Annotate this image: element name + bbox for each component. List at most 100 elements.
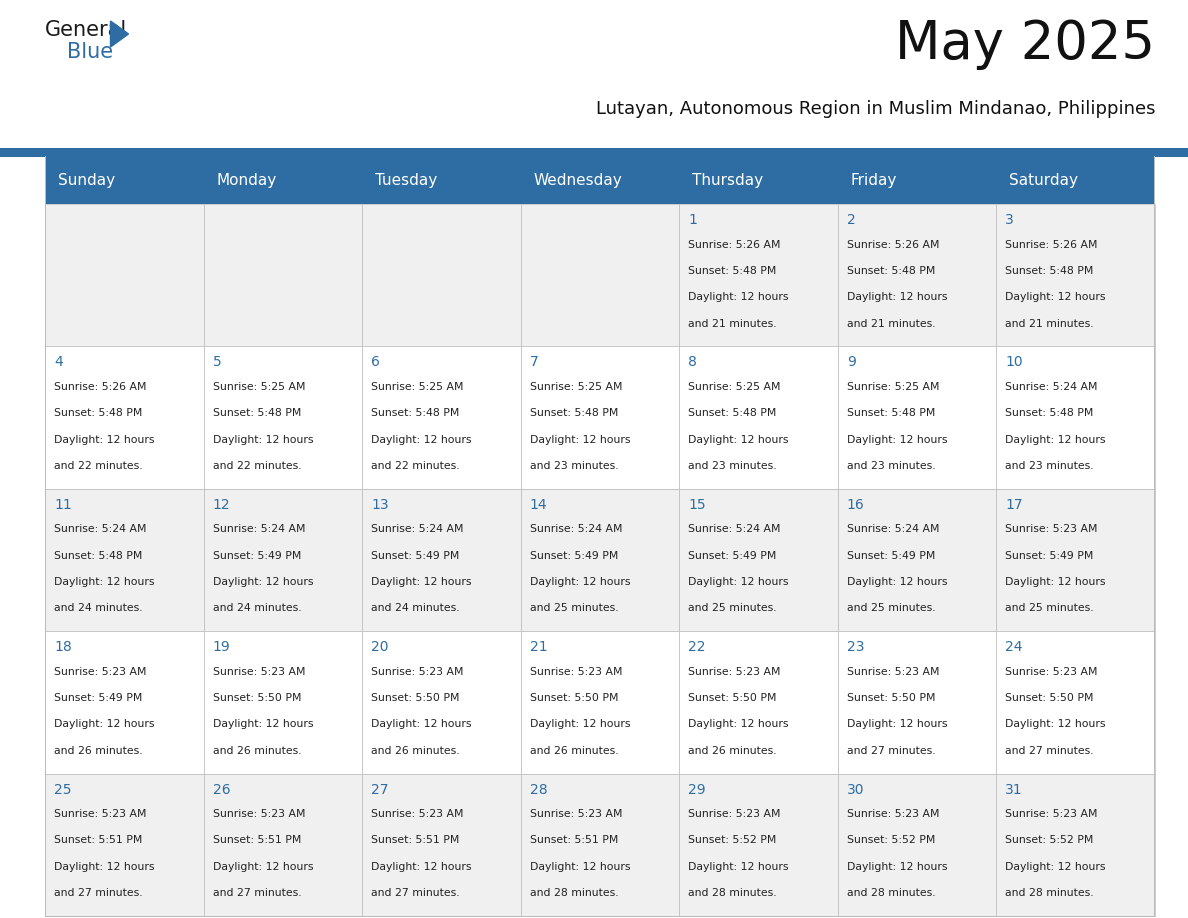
Text: Sunset: 5:48 PM: Sunset: 5:48 PM <box>1005 409 1094 419</box>
Text: Sunset: 5:49 PM: Sunset: 5:49 PM <box>213 551 301 561</box>
Text: Daylight: 12 hours: Daylight: 12 hours <box>213 434 314 444</box>
Text: Sunset: 5:48 PM: Sunset: 5:48 PM <box>847 266 935 275</box>
Text: and 23 minutes.: and 23 minutes. <box>1005 461 1094 471</box>
Text: Sunset: 5:52 PM: Sunset: 5:52 PM <box>1005 835 1094 845</box>
Text: Daylight: 12 hours: Daylight: 12 hours <box>53 862 154 872</box>
Text: and 27 minutes.: and 27 minutes. <box>847 745 935 756</box>
Bar <box>680 632 838 774</box>
Text: Daylight: 12 hours: Daylight: 12 hours <box>1005 720 1106 730</box>
Text: Sunrise: 5:23 AM: Sunrise: 5:23 AM <box>371 809 463 819</box>
Bar <box>0 148 1188 157</box>
Text: Sunset: 5:50 PM: Sunset: 5:50 PM <box>847 693 935 703</box>
Text: 1: 1 <box>688 213 697 227</box>
Bar <box>997 204 1155 346</box>
Text: Daylight: 12 hours: Daylight: 12 hours <box>530 862 630 872</box>
Text: Sunset: 5:48 PM: Sunset: 5:48 PM <box>847 409 935 419</box>
Text: Sunset: 5:48 PM: Sunset: 5:48 PM <box>530 409 618 419</box>
Text: 31: 31 <box>1005 783 1023 797</box>
Text: and 28 minutes.: and 28 minutes. <box>530 888 618 898</box>
Bar <box>203 156 362 204</box>
Text: Sunrise: 5:25 AM: Sunrise: 5:25 AM <box>530 382 623 392</box>
Bar <box>680 204 838 346</box>
Bar <box>520 632 680 774</box>
Text: and 25 minutes.: and 25 minutes. <box>688 603 777 613</box>
Text: Sunset: 5:48 PM: Sunset: 5:48 PM <box>53 409 143 419</box>
Text: Daylight: 12 hours: Daylight: 12 hours <box>371 720 472 730</box>
Text: and 27 minutes.: and 27 minutes. <box>371 888 460 898</box>
Text: 21: 21 <box>530 640 548 655</box>
Text: and 26 minutes.: and 26 minutes. <box>371 745 460 756</box>
Text: and 28 minutes.: and 28 minutes. <box>847 888 935 898</box>
Text: Daylight: 12 hours: Daylight: 12 hours <box>847 434 947 444</box>
Bar <box>838 632 997 774</box>
Bar <box>362 632 520 774</box>
Text: Sunset: 5:51 PM: Sunset: 5:51 PM <box>213 835 301 845</box>
Text: 13: 13 <box>371 498 388 512</box>
Text: Tuesday: Tuesday <box>375 173 437 187</box>
Text: 22: 22 <box>688 640 706 655</box>
Text: 27: 27 <box>371 783 388 797</box>
Text: 20: 20 <box>371 640 388 655</box>
Text: Blue: Blue <box>67 42 113 62</box>
Bar <box>45 204 203 346</box>
Text: Sunrise: 5:23 AM: Sunrise: 5:23 AM <box>213 809 305 819</box>
Text: Daylight: 12 hours: Daylight: 12 hours <box>688 577 789 587</box>
Text: Daylight: 12 hours: Daylight: 12 hours <box>688 720 789 730</box>
Bar <box>520 774 680 916</box>
Text: Sunrise: 5:24 AM: Sunrise: 5:24 AM <box>688 524 781 534</box>
Text: Daylight: 12 hours: Daylight: 12 hours <box>688 434 789 444</box>
Bar <box>520 488 680 632</box>
Text: and 24 minutes.: and 24 minutes. <box>53 603 143 613</box>
Text: Sunset: 5:49 PM: Sunset: 5:49 PM <box>688 551 777 561</box>
Text: Daylight: 12 hours: Daylight: 12 hours <box>53 434 154 444</box>
Text: Friday: Friday <box>851 173 897 187</box>
Text: 10: 10 <box>1005 355 1023 369</box>
Text: 5: 5 <box>213 355 221 369</box>
Text: Sunset: 5:49 PM: Sunset: 5:49 PM <box>847 551 935 561</box>
Text: 15: 15 <box>688 498 706 512</box>
Text: and 23 minutes.: and 23 minutes. <box>688 461 777 471</box>
Text: 12: 12 <box>213 498 230 512</box>
Text: Sunset: 5:48 PM: Sunset: 5:48 PM <box>688 409 777 419</box>
Text: Sunset: 5:50 PM: Sunset: 5:50 PM <box>213 693 301 703</box>
Text: and 25 minutes.: and 25 minutes. <box>1005 603 1094 613</box>
Text: 14: 14 <box>530 498 548 512</box>
Text: and 26 minutes.: and 26 minutes. <box>53 745 143 756</box>
Text: Sunrise: 5:23 AM: Sunrise: 5:23 AM <box>688 809 781 819</box>
Text: and 24 minutes.: and 24 minutes. <box>371 603 460 613</box>
Text: Daylight: 12 hours: Daylight: 12 hours <box>847 292 947 302</box>
Text: and 21 minutes.: and 21 minutes. <box>1005 319 1094 329</box>
Text: 6: 6 <box>371 355 380 369</box>
Text: Daylight: 12 hours: Daylight: 12 hours <box>213 720 314 730</box>
Bar <box>997 488 1155 632</box>
Bar <box>45 774 203 916</box>
Text: Sunrise: 5:26 AM: Sunrise: 5:26 AM <box>688 240 781 250</box>
Text: Daylight: 12 hours: Daylight: 12 hours <box>371 434 472 444</box>
Text: Sunset: 5:48 PM: Sunset: 5:48 PM <box>53 551 143 561</box>
Text: Saturday: Saturday <box>1009 173 1079 187</box>
Text: Sunrise: 5:23 AM: Sunrise: 5:23 AM <box>371 666 463 677</box>
Text: Daylight: 12 hours: Daylight: 12 hours <box>847 577 947 587</box>
Bar <box>997 346 1155 488</box>
Bar <box>362 774 520 916</box>
Text: Sunset: 5:50 PM: Sunset: 5:50 PM <box>688 693 777 703</box>
Text: and 25 minutes.: and 25 minutes. <box>847 603 935 613</box>
Text: Sunday: Sunday <box>58 173 115 187</box>
Text: 25: 25 <box>53 783 71 797</box>
Bar <box>680 774 838 916</box>
Text: 17: 17 <box>1005 498 1023 512</box>
Text: and 22 minutes.: and 22 minutes. <box>371 461 460 471</box>
Text: 9: 9 <box>847 355 855 369</box>
Text: and 26 minutes.: and 26 minutes. <box>530 745 618 756</box>
Bar <box>838 204 997 346</box>
Bar <box>680 346 838 488</box>
Text: Sunset: 5:49 PM: Sunset: 5:49 PM <box>530 551 618 561</box>
Bar <box>838 156 997 204</box>
Text: Sunrise: 5:26 AM: Sunrise: 5:26 AM <box>1005 240 1098 250</box>
Text: Daylight: 12 hours: Daylight: 12 hours <box>847 720 947 730</box>
Text: Sunrise: 5:23 AM: Sunrise: 5:23 AM <box>1005 809 1098 819</box>
Text: Sunrise: 5:23 AM: Sunrise: 5:23 AM <box>847 666 940 677</box>
Bar <box>838 346 997 488</box>
Text: Sunset: 5:48 PM: Sunset: 5:48 PM <box>371 409 460 419</box>
Text: Lutayan, Autonomous Region in Muslim Mindanao, Philippines: Lutayan, Autonomous Region in Muslim Min… <box>595 100 1155 118</box>
